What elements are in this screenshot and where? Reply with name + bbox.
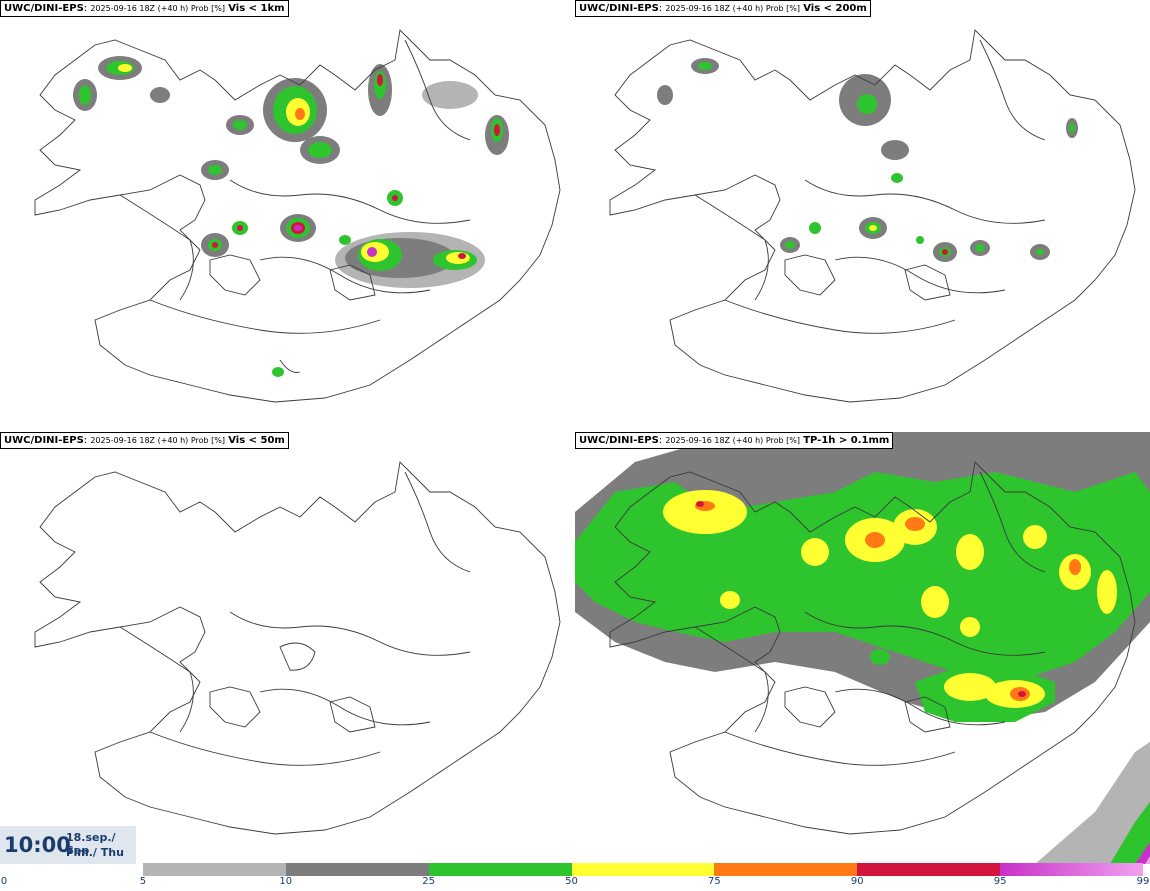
valid-date-line1: 18.sep./ Sep <box>66 831 116 857</box>
colorbar-segment <box>857 863 1001 876</box>
colorbar-tick-label: 5 <box>139 876 147 887</box>
colorbar-tick-label: 75 <box>708 876 721 887</box>
valid-time-clock: 10:00 <box>4 833 71 857</box>
panel-title: UWC/DINI-EPS: 2025-09-16 18Z (+40 h) Pro… <box>0 432 289 449</box>
coastline <box>609 461 1136 835</box>
iceland-map-vis-1km <box>34 29 561 403</box>
model-name: UWC/DINI-EPS <box>579 3 659 14</box>
map-panel-vis-200m: UWC/DINI-EPS: 2025-09-16 18Z (+40 h) Pro… <box>575 0 1150 432</box>
panel-title: UWC/DINI-EPS: 2025-09-16 18Z (+40 h) Pro… <box>575 0 871 17</box>
iceland-map-vis-200m <box>609 29 1136 403</box>
probability-field <box>657 58 1078 262</box>
colorbar-segment <box>0 863 143 876</box>
probability-colorbar: 0 5 10 25 50 75 90 95 99 <box>0 863 1150 891</box>
run-info: 2025-09-16 18Z (+40 h) Prob [%] <box>90 4 226 13</box>
parameter-label: Vis < 200m <box>803 3 867 14</box>
model-name: UWC/DINI-EPS <box>4 435 84 446</box>
map-panel-precip: UWC/DINI-EPS: 2025-09-16 18Z (+40 h) Pro… <box>575 432 1150 864</box>
probability-field <box>575 432 1150 864</box>
panel-title: UWC/DINI-EPS: 2025-09-16 18Z (+40 h) Pro… <box>575 432 894 449</box>
coastline <box>609 29 1136 403</box>
model-name: UWC/DINI-EPS <box>579 435 659 446</box>
valid-time-box: 10:00 18.sep./ Sep Fim./ Thu <box>0 826 136 864</box>
colorbar-segment <box>428 863 572 876</box>
colorbar-tick-label: 0 <box>0 876 8 887</box>
run-info: 2025-09-16 18Z (+40 h) Prob [%] <box>90 436 226 445</box>
coastline <box>34 461 561 835</box>
colorbar-tick-label: 95 <box>993 876 1007 887</box>
model-name: UWC/DINI-EPS <box>4 3 84 14</box>
parameter-label: Vis < 1km <box>228 3 285 14</box>
colorbar-tick-label: 50 <box>565 876 578 887</box>
colorbar-segment <box>1000 863 1143 876</box>
colorbar-tick-label: 10 <box>279 876 293 887</box>
panel-title: UWC/DINI-EPS: 2025-09-16 18Z (+40 h) Pro… <box>0 0 289 17</box>
run-info: 2025-09-16 18Z (+40 h) Prob [%] <box>665 436 801 445</box>
colorbar-segment <box>571 863 715 876</box>
colorbar-segment <box>714 863 858 876</box>
coastline <box>34 29 561 403</box>
run-info: 2025-09-16 18Z (+40 h) Prob [%] <box>665 4 801 13</box>
parameter-label: TP-1h > 0.1mm <box>803 435 890 446</box>
valid-date-line2: Fim./ Thu <box>66 846 124 859</box>
iceland-map-vis-50m <box>34 461 561 835</box>
iceland-map-precip <box>575 432 1150 864</box>
colorbar-tick-label: 25 <box>422 876 435 887</box>
map-panel-vis-50m: UWC/DINI-EPS: 2025-09-16 18Z (+40 h) Pro… <box>0 432 575 864</box>
probability-field <box>73 56 509 377</box>
colorbar-tick-label: 99 <box>1136 876 1150 887</box>
parameter-label: Vis < 50m <box>228 435 285 446</box>
colorbar-tick-label: 90 <box>850 876 864 887</box>
colorbar-segment <box>142 863 286 876</box>
map-panel-vis-1km: UWC/DINI-EPS: 2025-09-16 18Z (+40 h) Pro… <box>0 0 575 432</box>
colorbar-segment <box>285 863 429 876</box>
